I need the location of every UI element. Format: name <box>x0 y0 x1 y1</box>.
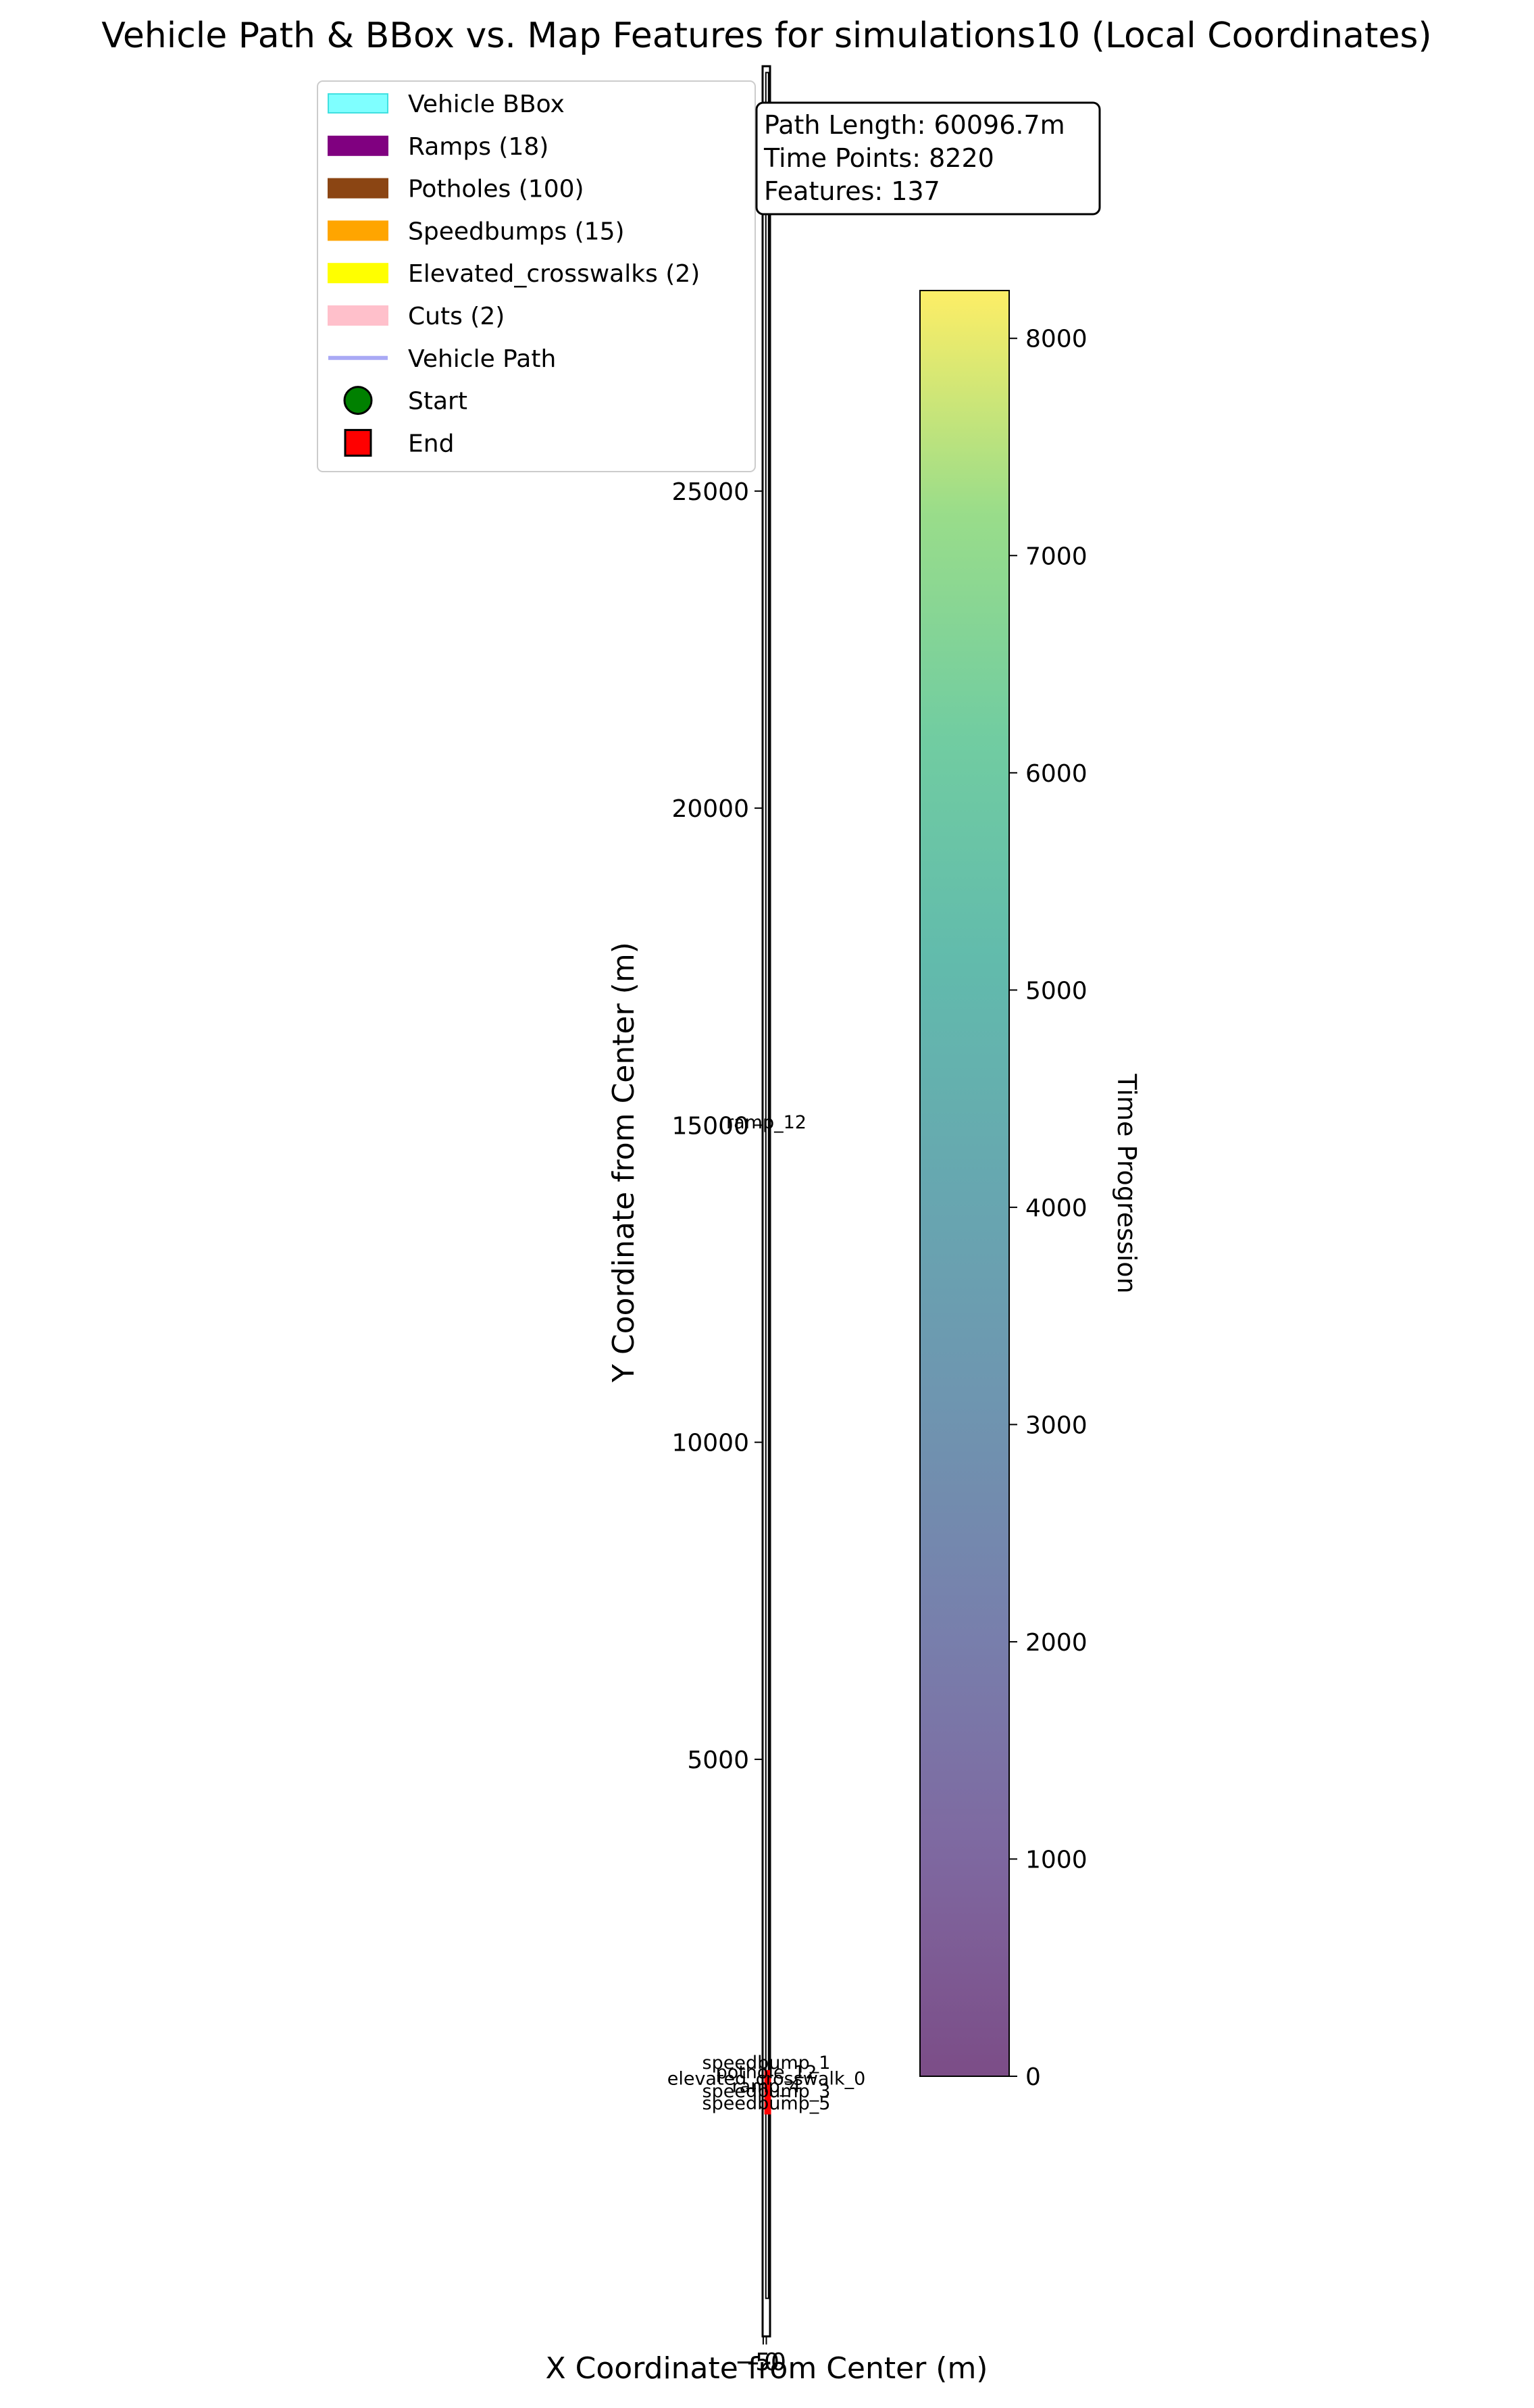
feature-labels: ramp_12elevated_crosswalk_0speedbump_5sp… <box>667 1112 866 2114</box>
legend-swatch <box>328 135 388 156</box>
legend-item: Elevated_crosswalks (2) <box>328 260 700 288</box>
legend-label: Cuts (2) <box>408 303 505 330</box>
legend-swatch <box>328 220 388 241</box>
feature-label: speedbump_1 <box>702 2053 831 2074</box>
legend-label: Vehicle Path <box>408 345 556 373</box>
x-axis-label: X Coordinate from Center (m) <box>546 2351 988 2386</box>
legend-swatch <box>328 305 388 326</box>
y-tick-label: 5000 <box>687 1747 749 1774</box>
legend-label: Vehicle BBox <box>408 91 565 118</box>
colorbar: 0 1000 2000 3000 4000 5000 6000 7000 8000 Time P… <box>919 290 1142 2091</box>
colorbar-tick-label: 8000 <box>1025 326 1088 353</box>
legend-item: Cuts (2) <box>328 303 505 330</box>
legend-label: End <box>408 430 454 457</box>
colorbar-tick-label: 4000 <box>1025 1195 1088 1222</box>
legend: Vehicle BBox Ramps (18) Potholes (100) Spee… <box>317 80 756 472</box>
feature-label: elevated_crosswalk_0 <box>667 2068 866 2089</box>
legend-label: Ramps (18) <box>408 133 548 161</box>
colorbar-ticks: 0 1000 2000 3000 4000 5000 6000 7000 8000 <box>1009 326 1088 2091</box>
y-tick-label: 20000 <box>671 795 749 823</box>
end-marker <box>344 428 372 457</box>
legend-item: Vehicle BBox <box>328 91 565 118</box>
x-axis-ticks: −500 <box>735 2336 786 2376</box>
stat-time-points: Time Points: 8220 <box>763 143 994 173</box>
y-tick-label: 10000 <box>671 1430 749 1457</box>
colorbar-tick-label: 1000 <box>1025 1846 1088 1874</box>
legend-item: Speedbumps (15) <box>328 218 625 245</box>
colorbar-tick-label: 3000 <box>1025 1411 1088 1439</box>
legend-item: Vehicle Path <box>328 345 556 373</box>
colorbar-tick-label: 0 <box>1025 2063 1041 2091</box>
stats-frame <box>755 101 1101 216</box>
y-axis-label: Y Coordinate from Center (m) <box>607 942 641 1383</box>
y-tick-label: 15000 <box>671 1112 749 1140</box>
vehicle-bbox <box>765 72 769 2299</box>
legend-swatch <box>328 263 388 284</box>
colorbar-gradient <box>919 290 1010 2077</box>
legend-swatch <box>328 93 388 114</box>
feature-label: pothole_12 <box>716 2062 817 2083</box>
feature-cluster <box>764 2070 771 2115</box>
feature-label: speedbump_3 <box>702 2081 831 2102</box>
y-tick-label: 25000 <box>671 478 749 506</box>
stat-path-length: Path Length: 60096.7m <box>764 110 1065 140</box>
legend-item: Potholes (100) <box>328 176 584 203</box>
feature-label: ramp_12 <box>726 1112 807 1133</box>
legend-item: End <box>344 428 454 457</box>
feature-label: speedbump_5 <box>702 2093 831 2114</box>
legend-item: Start <box>343 386 467 416</box>
colorbar-label: Time Progression <box>1112 1073 1142 1293</box>
legend-label: Potholes (100) <box>408 176 584 203</box>
x-tick-label: 0 <box>764 2349 779 2376</box>
chart-title: Vehicle Path & BBox vs. Map Features for… <box>101 16 1431 56</box>
start-marker <box>343 386 373 416</box>
legend-frame <box>317 80 756 472</box>
stat-features: Features: 137 <box>764 176 940 206</box>
feature-label: ramp_4 <box>732 2076 801 2097</box>
legend-label: Elevated_crosswalks (2) <box>408 260 700 288</box>
colorbar-tick-label: 6000 <box>1025 760 1088 788</box>
legend-label: Speedbumps (15) <box>408 218 625 245</box>
legend-label: Start <box>408 388 467 416</box>
legend-swatch <box>328 178 388 199</box>
colorbar-tick-label: 2000 <box>1025 1629 1088 1657</box>
x-tick-label: −50 <box>735 2349 786 2376</box>
colorbar-tick-label: 5000 <box>1025 977 1088 1005</box>
legend-item: Ramps (18) <box>328 133 548 161</box>
colorbar-tick-label: 7000 <box>1025 543 1088 570</box>
stats-box: Path Length: 60096.7m Time Points: 8220 … <box>755 101 1101 216</box>
